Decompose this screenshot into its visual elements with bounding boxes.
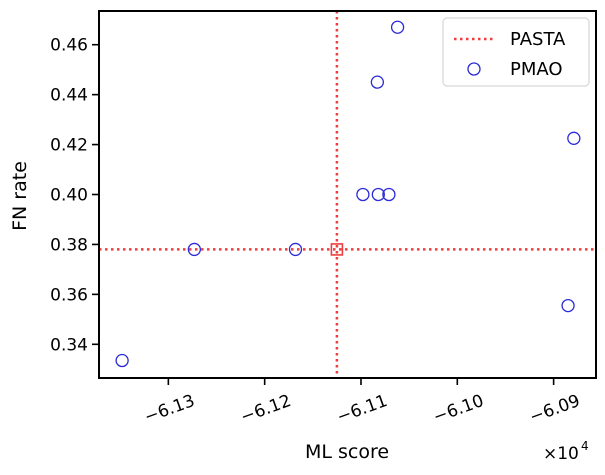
pmao-point-3 (356, 187, 370, 202)
plot-area (99, 11, 596, 378)
pmao-point-8 (561, 298, 575, 313)
x-axis-offset-text: ×10 4 (543, 439, 589, 464)
legend-pmao-label: PMAO (510, 59, 563, 80)
legend: PASTA PMAO (442, 17, 590, 87)
pmao-point-7 (390, 20, 405, 34)
x-offset-exponent: 4 (581, 439, 589, 453)
y-tick-label-5: 0.44 (50, 86, 88, 106)
pmao-point-4 (371, 187, 385, 202)
x-offset-multiplier: ×10 (543, 444, 579, 464)
y-tick-label-1: 0.36 (50, 285, 88, 305)
pmao-point-1 (187, 242, 202, 257)
x-axis-label: ML score (305, 441, 389, 463)
pmao-point-6 (370, 75, 385, 89)
y-axis-label: FN rate (9, 161, 31, 231)
legend-pmao-marker (467, 62, 481, 76)
y-tick-label-4: 0.42 (50, 136, 88, 156)
y-tick-label-2: 0.38 (50, 235, 88, 255)
y-tick-label-0: 0.34 (50, 335, 88, 355)
pmao-point-9 (567, 131, 581, 145)
legend-pasta-label: PASTA (510, 29, 566, 50)
pmao-point-0 (115, 353, 129, 368)
y-tick-label-6: 0.46 (50, 36, 88, 56)
y-axis-ticks: 0.34 0.36 0.38 0.40 0.42 0.44 0.46 (50, 36, 99, 355)
pasta-point-marker (330, 243, 344, 256)
pmao-point-2 (288, 242, 303, 257)
y-tick-label-3: 0.40 (50, 186, 88, 206)
pmao-point-5 (382, 187, 396, 202)
